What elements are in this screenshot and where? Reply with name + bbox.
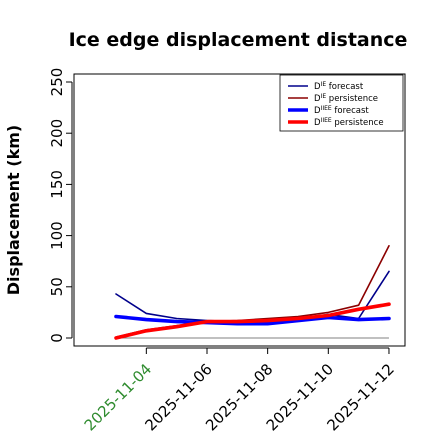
chart-title: Ice edge displacement distance <box>69 29 408 51</box>
legend-label-1: DIE persistence <box>314 93 378 104</box>
legend-label-rest: forecast <box>332 106 370 116</box>
legend-label-0: DIE forecast <box>314 81 364 92</box>
y-tick-label: 250 <box>48 68 66 97</box>
y-tick-label: 150 <box>48 170 66 199</box>
legend-label-superscript: IE <box>321 93 327 100</box>
y-tick-label: 0 <box>48 333 66 343</box>
y-axis-label: Displacement (km) <box>4 125 23 295</box>
x-axis: 2025-11-042025-11-062025-11-082025-11-10… <box>81 347 398 434</box>
legend-label-superscript: IIEE <box>321 117 332 124</box>
legend-box <box>279 74 404 132</box>
y-tick-label: 50 <box>48 277 66 296</box>
plot-frame <box>73 73 406 347</box>
legend-label-superscript: IE <box>321 81 327 88</box>
y-tick-label: 200 <box>48 119 66 148</box>
series-line-0 <box>115 270 390 323</box>
y-axis: 0 50 100 150 200 250 <box>48 68 73 343</box>
legend-label-base: D <box>314 106 321 116</box>
series-line-3 <box>114 302 391 340</box>
series-line-2 <box>114 314 391 326</box>
legend-label-rest: forecast <box>326 82 364 92</box>
legend-label-rest: persistence <box>332 118 384 128</box>
y-tick-label: 100 <box>48 221 66 250</box>
legend-label-base: D <box>314 94 321 104</box>
legend-label-base: D <box>314 82 321 92</box>
legend-label-rest: persistence <box>326 94 378 104</box>
series-lines <box>114 245 391 340</box>
legend-label-3: DIIEE persistence <box>314 117 384 128</box>
legend-label-2: DIIEE forecast <box>314 105 369 116</box>
legend-label-superscript: IIEE <box>321 105 332 112</box>
legend-label-base: D <box>314 118 321 128</box>
